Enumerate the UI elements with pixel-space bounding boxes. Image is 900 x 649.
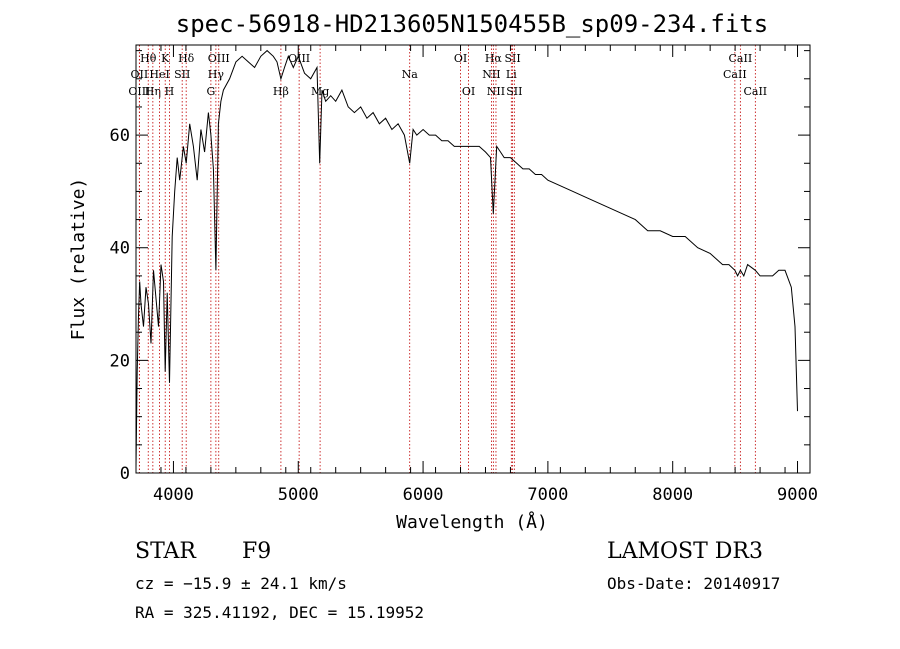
survey-name: LAMOST DR3 xyxy=(607,539,763,564)
y-axis-ticks: 0 20 40 60 xyxy=(110,50,810,484)
line-marker-label: SII xyxy=(174,68,190,81)
line-marker-label: CaII xyxy=(743,85,767,98)
obs-date: Obs-Date: 20140917 xyxy=(607,574,781,593)
line-marker-label: OI xyxy=(454,52,467,65)
line-marker-label: OIII xyxy=(208,52,230,65)
line-marker-label: SII xyxy=(506,85,522,98)
line-marker-label: SII xyxy=(504,52,520,65)
x-tick-label: 8000 xyxy=(652,485,693,505)
object-class: STAR xyxy=(135,539,196,564)
x-tick-label: 6000 xyxy=(403,485,444,505)
line-marker-label: Hθ xyxy=(140,52,157,65)
y-tick-label: 40 xyxy=(110,239,130,259)
line-marker-label: NII xyxy=(487,85,505,98)
line-marker-label: K xyxy=(161,52,170,65)
x-tick-label: 9000 xyxy=(777,485,818,505)
spectrum-line xyxy=(135,49,798,468)
line-marker-label: HeI xyxy=(149,68,169,81)
line-marker-label: Na xyxy=(402,68,419,81)
y-tick-label: 0 xyxy=(120,464,130,484)
line-marker-label: Hη xyxy=(145,85,161,98)
x-axis-ticks: 4000 5000 6000 7000 8000 9000 xyxy=(135,45,818,505)
velocity-readout: cz = −15.9 ± 24.1 km/s xyxy=(135,574,347,593)
line-marker-label: OIII xyxy=(128,85,150,98)
line-marker-label: CaII xyxy=(729,52,753,65)
line-marker-label: OI xyxy=(462,85,475,98)
line-marker-label: G xyxy=(206,85,215,98)
line-marker-label: Li xyxy=(506,68,517,81)
x-tick-label: 7000 xyxy=(527,485,568,505)
plot-frame xyxy=(135,44,811,474)
line-marker-label: Mg xyxy=(311,85,329,98)
line-marker-label: Hδ xyxy=(178,52,195,65)
x-axis-label: Wavelength (Å) xyxy=(396,511,548,533)
object-subclass: F9 xyxy=(242,539,272,564)
line-marker-label: Hγ xyxy=(208,68,225,81)
line-marker-label: H xyxy=(165,85,175,98)
x-tick-label: 5000 xyxy=(278,485,319,505)
coordinates: RA = 325.41192, DEC = 15.19952 xyxy=(135,603,424,622)
line-marker-label: NII xyxy=(482,68,500,81)
line-marker-label: Hα xyxy=(485,52,503,65)
x-tick-label: 4000 xyxy=(153,485,194,505)
y-tick-label: 20 xyxy=(110,351,130,371)
line-marker-label: Hβ xyxy=(273,85,289,98)
line-marker-label: CaII xyxy=(723,68,747,81)
y-tick-label: 60 xyxy=(110,126,130,146)
y-axis-label: Flux (relative) xyxy=(68,178,89,341)
chart-title: spec-56918-HD213605N150455B_sp09-234.fit… xyxy=(176,10,768,38)
